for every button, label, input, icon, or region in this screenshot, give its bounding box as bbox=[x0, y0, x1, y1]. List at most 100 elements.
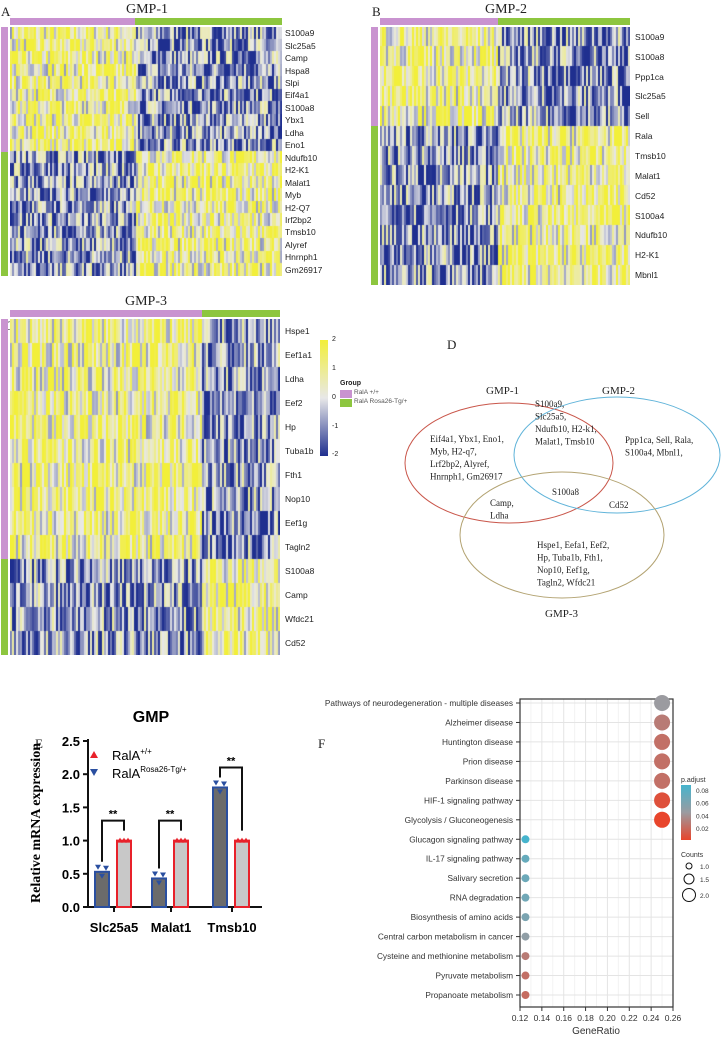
size-legend-tick: 1.5 bbox=[700, 877, 709, 884]
point-wt bbox=[117, 837, 123, 843]
gene-label: S100a9 bbox=[285, 28, 315, 39]
size-legend-circle bbox=[682, 888, 696, 902]
gene-label: Malat1 bbox=[635, 170, 661, 181]
y-axis-label: Relative mRNA expression bbox=[29, 743, 44, 903]
group-annotation-bar bbox=[380, 18, 498, 25]
gene-label: Hspa8 bbox=[285, 65, 310, 76]
term-label: Biosynthesis of amino acids bbox=[411, 912, 513, 922]
gene-label: Hp bbox=[285, 422, 296, 432]
group-annotation-bar bbox=[10, 18, 136, 25]
point-tg bbox=[213, 780, 219, 786]
gene-label: Eef1g bbox=[285, 518, 308, 528]
y-tick-label: 0.5 bbox=[62, 867, 80, 882]
y-tick-label: 0.0 bbox=[62, 900, 80, 915]
venn-region-only3: Nop10, Eef1g, bbox=[537, 565, 590, 575]
venn-label-gmp-1: GMP-1 bbox=[486, 385, 519, 397]
gene-label: Mbnl1 bbox=[635, 270, 659, 281]
point-tg bbox=[160, 872, 166, 878]
cluster-annotation-bar bbox=[1, 319, 8, 559]
legend-label-sup: Rosa26-Tg/+ bbox=[140, 765, 187, 774]
gene-label: Cd52 bbox=[635, 190, 656, 201]
venn-region-i23: Cd52 bbox=[609, 500, 629, 510]
venn-region-only3: Tagln2, Wfdc21 bbox=[537, 578, 595, 588]
significance-label: ** bbox=[166, 809, 175, 821]
y-tick-label: 2.0 bbox=[62, 767, 80, 782]
point-wt bbox=[243, 837, 249, 843]
dot-5 bbox=[654, 792, 671, 809]
x-tick-label: 0.24 bbox=[643, 1013, 660, 1023]
legend-label-base: RalA bbox=[112, 766, 141, 781]
venn-region-only3: Hp, Tuba1b, Fth1, bbox=[537, 553, 603, 563]
heatmap-title: GMP-3 bbox=[125, 294, 168, 309]
x-tick-label: 0.18 bbox=[577, 1013, 594, 1023]
term-label: Glucagon signaling pathway bbox=[409, 834, 514, 844]
cluster-annotation-bar bbox=[1, 559, 8, 655]
venn-set-gmp-1 bbox=[404, 402, 614, 524]
gene-label: Ldha bbox=[285, 127, 304, 138]
venn-region-only2: S100a4, Mbnl1, bbox=[625, 448, 683, 458]
gene-label: Myb bbox=[285, 190, 302, 201]
dot-0 bbox=[654, 695, 671, 711]
point-tg bbox=[156, 880, 162, 886]
x-tick-label: 0.14 bbox=[534, 1013, 551, 1023]
gene-label: Eif4a1 bbox=[285, 90, 310, 101]
bar-tg-Malat1 bbox=[151, 877, 167, 908]
point-tg bbox=[103, 865, 109, 871]
gene-label: S100a8 bbox=[635, 51, 665, 62]
dot-11 bbox=[521, 913, 530, 922]
group-label-tg: RalA Rosa26-Tg/+ bbox=[354, 398, 408, 405]
point-wt bbox=[182, 837, 188, 843]
gene-label: Sell bbox=[635, 111, 650, 122]
gene-label: Tagln2 bbox=[285, 542, 311, 552]
term-label: Glycolysis / Gluconeogenesis bbox=[405, 815, 513, 825]
dot-14 bbox=[521, 971, 530, 980]
plot-frame bbox=[519, 698, 674, 1008]
legend-marker bbox=[90, 751, 98, 758]
heatmap-cells bbox=[10, 319, 280, 655]
panel-label-a: A bbox=[1, 4, 11, 19]
significance-bracket bbox=[219, 766, 243, 831]
term-label: RNA degradation bbox=[450, 893, 514, 903]
heatmap-cells bbox=[10, 27, 282, 276]
dot-2 bbox=[654, 733, 671, 750]
gene-label: Rala bbox=[635, 131, 653, 142]
gene-label: Camp bbox=[285, 53, 308, 64]
size-legend-circle bbox=[685, 862, 693, 870]
size-legend-tick: 2.0 bbox=[700, 893, 709, 900]
point-tg bbox=[152, 871, 158, 877]
gene-label: Tmsb10 bbox=[635, 151, 666, 161]
gene-label: Alyref bbox=[285, 239, 307, 250]
venn-label-gmp-3: GMP-3 bbox=[545, 608, 579, 620]
point-tg bbox=[95, 864, 101, 870]
point-tg bbox=[217, 789, 223, 795]
term-label: Alzheimer disease bbox=[445, 717, 513, 727]
panel-label-d: D bbox=[447, 337, 457, 352]
gene-label: Malat1 bbox=[285, 177, 311, 188]
point-wt bbox=[239, 837, 245, 843]
x-axis-label: GeneRatio bbox=[572, 1026, 620, 1037]
gene-label: Nop10 bbox=[285, 494, 311, 504]
gene-label: Hspe1 bbox=[285, 326, 310, 336]
dot-10 bbox=[521, 893, 530, 902]
y-tick-label: 1.5 bbox=[62, 800, 80, 815]
gene-label: H2-Q7 bbox=[285, 202, 311, 213]
term-label: HIF-1 signaling pathway bbox=[424, 795, 514, 805]
venn-region-only1: Lrf2bp2, Alyref, bbox=[430, 459, 489, 469]
term-label: Huntington disease bbox=[442, 737, 513, 747]
gene-label: Slpi bbox=[285, 78, 300, 89]
gene-label: Ndufb10 bbox=[635, 230, 668, 241]
group-legend-title: Group bbox=[340, 380, 361, 387]
group-annotation-bar bbox=[135, 18, 282, 25]
term-label: Prion disease bbox=[463, 756, 514, 766]
cluster-annotation-bar bbox=[371, 27, 378, 127]
legend-label: RalARosa26-Tg/+ bbox=[112, 765, 187, 781]
heatmap-cells bbox=[380, 27, 630, 285]
gene-label: Camp bbox=[285, 590, 308, 600]
panel-label-b: B bbox=[372, 4, 381, 19]
gene-label: Tmsb10 bbox=[285, 227, 316, 238]
gene-label: Eno1 bbox=[285, 140, 305, 151]
venn-region-i13: Ldha bbox=[490, 511, 509, 521]
group-swatch-wt bbox=[340, 390, 352, 398]
term-label: Parkinson disease bbox=[445, 776, 513, 786]
